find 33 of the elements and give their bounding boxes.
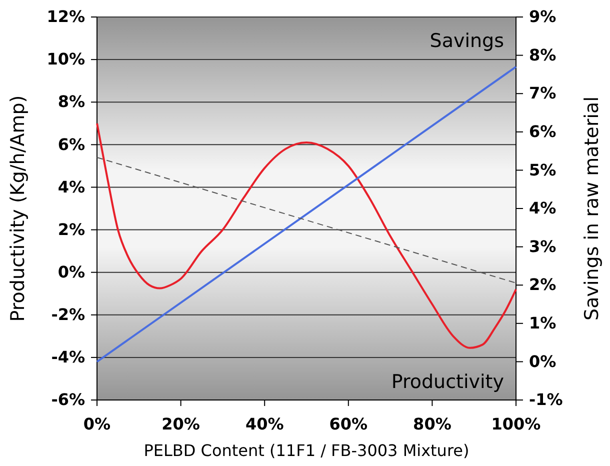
y2-tick-label: 6% bbox=[529, 122, 556, 142]
annotation: Savings bbox=[430, 30, 504, 52]
x-axis-title: PELBD Content (11F1 / FB-3003 Mixture) bbox=[144, 441, 470, 460]
y2-tick-label: 4% bbox=[529, 198, 556, 218]
x-tick-label: 20% bbox=[162, 414, 200, 434]
y2-tick-label: -1% bbox=[529, 390, 563, 410]
x-tick-label: 0% bbox=[83, 414, 111, 434]
y2-tick-label: 9% bbox=[529, 7, 556, 26]
y-tick-label: 12% bbox=[46, 7, 85, 26]
y2-tick-label: 3% bbox=[529, 236, 556, 256]
annotation: Productivity bbox=[391, 371, 504, 393]
y-tick-label: 8% bbox=[58, 92, 85, 112]
y-tick-label: -4% bbox=[51, 348, 85, 367]
x-tick-label: 80% bbox=[413, 414, 452, 434]
x-tick-label: 60% bbox=[329, 414, 368, 434]
y2-axis-title: Savings in raw material bbox=[581, 96, 603, 320]
y-tick-label: -6% bbox=[51, 390, 85, 410]
y2-tick-label: 7% bbox=[529, 84, 556, 103]
y2-tick-label: 5% bbox=[529, 160, 556, 180]
y-tick-label: 0% bbox=[58, 262, 85, 282]
y2-tick-label: 1% bbox=[529, 314, 556, 333]
y2-tick-label: 2% bbox=[529, 275, 556, 294]
y-axis-title: Productivity (Kg/h/Amp) bbox=[7, 95, 29, 322]
y2-tick-label: 8% bbox=[529, 45, 556, 64]
y-tick-label: 2% bbox=[58, 220, 85, 239]
line-series bbox=[96, 122, 517, 349]
y-tick-label: -2% bbox=[51, 305, 85, 324]
x-tick-label: 100% bbox=[491, 414, 541, 434]
y2-tick-label: 0% bbox=[529, 352, 556, 371]
x-tick-label: 40% bbox=[245, 414, 284, 434]
y-tick-label: 10% bbox=[46, 50, 85, 69]
y-tick-label: 4% bbox=[58, 177, 85, 196]
y-tick-label: 6% bbox=[58, 134, 85, 154]
